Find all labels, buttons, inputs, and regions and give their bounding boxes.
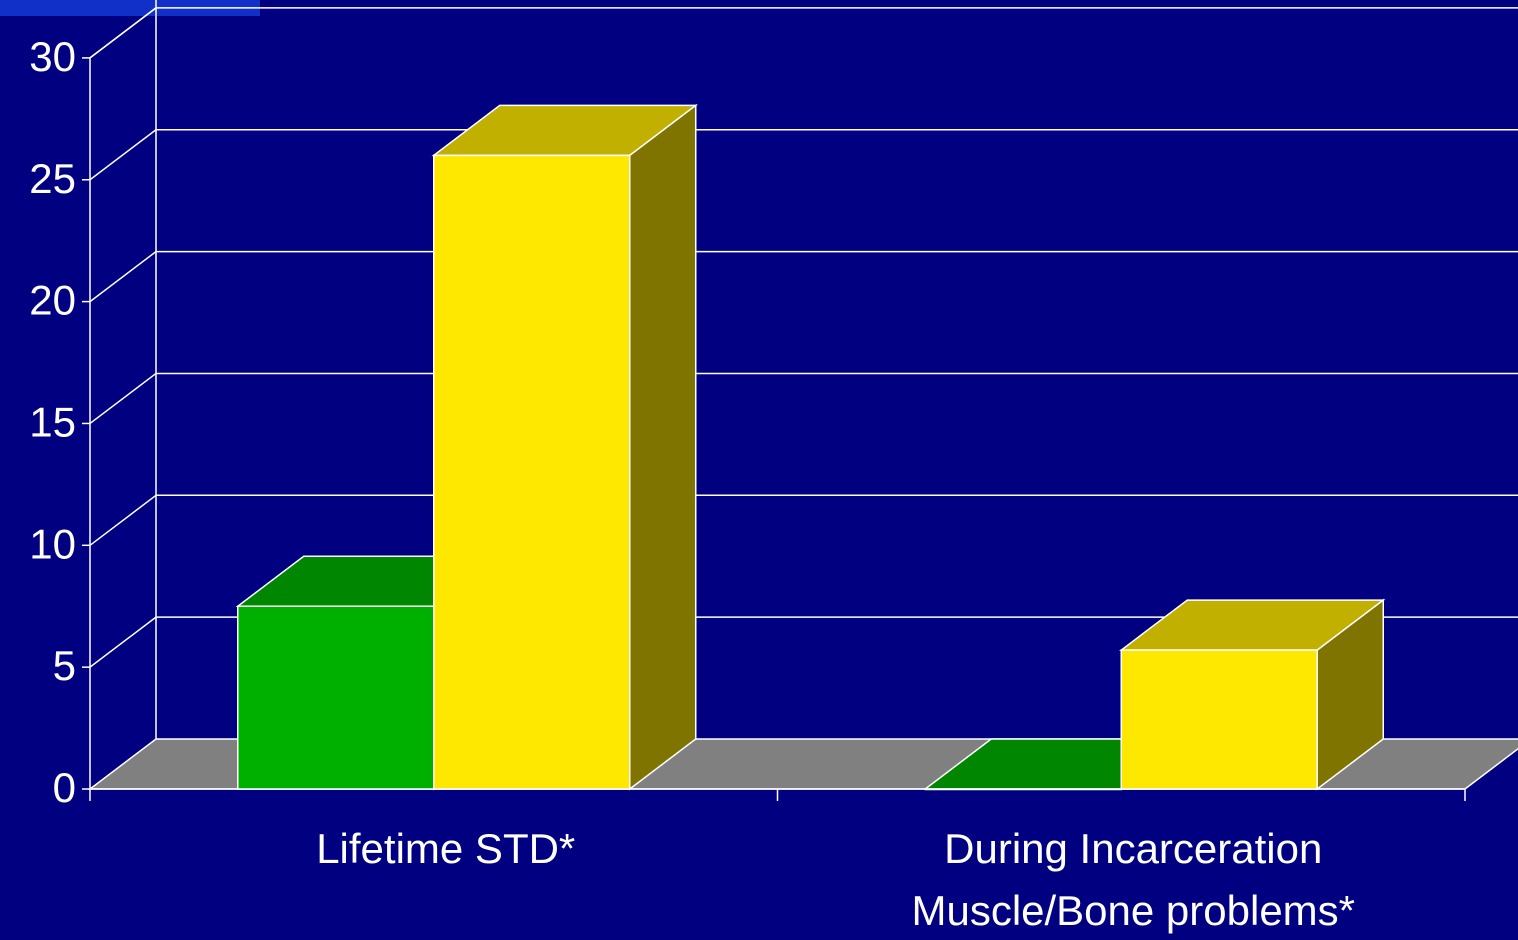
gridline-diagonal — [89, 616, 157, 668]
bar-side — [629, 103, 697, 791]
bar-front — [1120, 649, 1318, 790]
gridline-diagonal — [89, 129, 157, 181]
x-category-label: Muscle/Bone problems* — [911, 887, 1355, 934]
bar-front — [924, 788, 1122, 791]
x-category-label: Lifetime STD* — [316, 825, 575, 872]
gridline-diagonal — [89, 494, 157, 546]
x-category-label: During Incarceration — [944, 825, 1322, 872]
bar-front — [237, 605, 435, 790]
axis-top-diagonal — [89, 7, 157, 59]
bar — [1119, 598, 1386, 791]
gridline-diagonal — [89, 372, 157, 425]
y-tick-label: 10 — [29, 520, 76, 567]
y-tick-label: 5 — [53, 642, 76, 689]
bar — [431, 103, 698, 791]
y-tick-label: 20 — [29, 277, 76, 324]
bar-front — [433, 154, 631, 790]
y-tick-label: 0 — [53, 764, 76, 811]
gridline-diagonal — [89, 251, 157, 303]
y-tick-label: 15 — [29, 398, 76, 445]
background-corner-accent — [0, 0, 260, 16]
y-tick-label: 30 — [29, 33, 76, 80]
y-tick-label: 25 — [29, 155, 76, 202]
